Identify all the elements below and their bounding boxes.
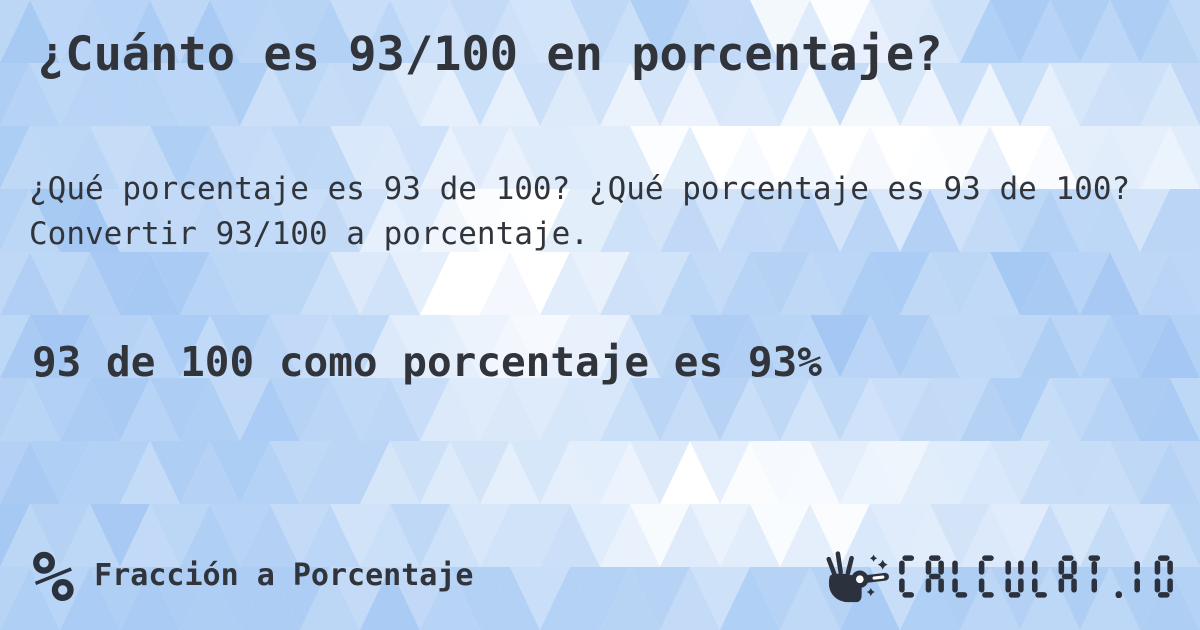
percent-icon: % [32, 536, 75, 619]
footer: % Fracción a Porcentaje [32, 534, 1174, 618]
category-label: Fracción a Porcentaje [94, 558, 474, 594]
category: % Fracción a Porcentaje [32, 536, 474, 619]
star-icon [877, 559, 888, 570]
page-title: ¿Cuánto es 93/100 en porcentaje? [37, 27, 943, 82]
star-icon [869, 554, 878, 562]
star-icon [866, 587, 875, 596]
logo-wordmark [899, 554, 1173, 598]
question-text: ¿Qué porcentaje es 93 de 100? ¿Qué porce… [29, 171, 1131, 252]
logo [826, 549, 1174, 604]
magic-wand-hand-icon [826, 550, 889, 602]
answer-text: 93 de 100 como porcentaje es 93% [32, 338, 822, 386]
